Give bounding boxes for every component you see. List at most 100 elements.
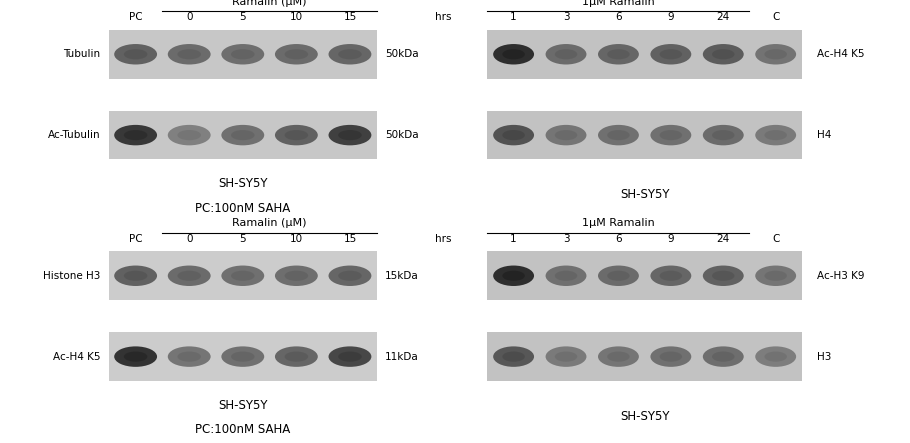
Ellipse shape	[607, 130, 630, 140]
Ellipse shape	[502, 351, 525, 362]
Ellipse shape	[339, 49, 362, 59]
Ellipse shape	[124, 351, 147, 362]
Ellipse shape	[177, 271, 201, 281]
Ellipse shape	[177, 351, 201, 362]
Ellipse shape	[546, 346, 586, 367]
Text: SH-SY5Y: SH-SY5Y	[218, 399, 268, 412]
Ellipse shape	[598, 44, 639, 65]
Ellipse shape	[167, 44, 210, 65]
Ellipse shape	[755, 125, 796, 145]
Ellipse shape	[167, 346, 210, 367]
Ellipse shape	[124, 271, 147, 281]
Text: hrs: hrs	[435, 12, 451, 22]
Ellipse shape	[167, 265, 210, 286]
Ellipse shape	[651, 125, 692, 145]
Ellipse shape	[124, 130, 147, 140]
Text: H4: H4	[816, 130, 831, 140]
Ellipse shape	[555, 130, 577, 140]
Text: 50kDa: 50kDa	[385, 130, 419, 140]
Text: 11kDa: 11kDa	[385, 352, 419, 361]
Ellipse shape	[231, 351, 255, 362]
Ellipse shape	[493, 125, 534, 145]
Ellipse shape	[177, 130, 201, 140]
Ellipse shape	[114, 44, 157, 65]
Ellipse shape	[555, 271, 577, 281]
Ellipse shape	[703, 346, 743, 367]
Ellipse shape	[285, 271, 308, 281]
Ellipse shape	[660, 351, 682, 362]
Text: 5: 5	[239, 12, 246, 22]
Text: Histone H3: Histone H3	[43, 271, 100, 281]
Ellipse shape	[607, 271, 630, 281]
Ellipse shape	[755, 346, 796, 367]
Bar	[109, 332, 377, 381]
Ellipse shape	[660, 271, 682, 281]
Text: PC: PC	[129, 234, 143, 244]
Ellipse shape	[764, 49, 787, 59]
Text: PC: PC	[129, 12, 143, 22]
Text: 1μM Ramalin: 1μM Ramalin	[582, 0, 655, 7]
Text: 24: 24	[717, 234, 730, 244]
Text: Ac-Tubulin: Ac-Tubulin	[48, 130, 100, 140]
Text: Ac-H4 K5: Ac-H4 K5	[816, 49, 864, 59]
Ellipse shape	[712, 271, 734, 281]
Ellipse shape	[764, 130, 787, 140]
Ellipse shape	[555, 351, 577, 362]
Text: SH-SY5Y: SH-SY5Y	[218, 177, 268, 190]
Ellipse shape	[703, 44, 743, 65]
Text: Tubulin: Tubulin	[64, 49, 100, 59]
Ellipse shape	[275, 125, 318, 145]
Ellipse shape	[598, 265, 639, 286]
Ellipse shape	[598, 125, 639, 145]
Bar	[109, 252, 377, 300]
Ellipse shape	[555, 49, 577, 59]
Text: H3: H3	[816, 352, 831, 361]
Bar	[488, 30, 802, 79]
Ellipse shape	[703, 265, 743, 286]
Ellipse shape	[231, 271, 255, 281]
Text: 1: 1	[511, 12, 517, 22]
Text: C: C	[772, 12, 779, 22]
Ellipse shape	[546, 125, 586, 145]
Ellipse shape	[502, 49, 525, 59]
Text: 0: 0	[186, 234, 192, 244]
Text: 1: 1	[511, 234, 517, 244]
Ellipse shape	[339, 351, 362, 362]
Ellipse shape	[167, 125, 210, 145]
Ellipse shape	[764, 271, 787, 281]
Ellipse shape	[221, 44, 264, 65]
Bar	[488, 252, 802, 300]
Ellipse shape	[275, 265, 318, 286]
Text: PC:100nM SAHA: PC:100nM SAHA	[195, 202, 290, 215]
Ellipse shape	[651, 265, 692, 286]
Ellipse shape	[546, 44, 586, 65]
Text: 15: 15	[343, 234, 357, 244]
Ellipse shape	[607, 351, 630, 362]
Ellipse shape	[114, 346, 157, 367]
Text: PC:100nM SAHA: PC:100nM SAHA	[195, 423, 290, 436]
Text: C: C	[772, 234, 779, 244]
Text: 9: 9	[668, 234, 674, 244]
Ellipse shape	[275, 346, 318, 367]
Ellipse shape	[502, 271, 525, 281]
Ellipse shape	[114, 125, 157, 145]
Ellipse shape	[231, 49, 255, 59]
Ellipse shape	[660, 49, 682, 59]
Ellipse shape	[651, 44, 692, 65]
Ellipse shape	[755, 265, 796, 286]
Bar	[109, 30, 377, 79]
Ellipse shape	[285, 130, 308, 140]
Text: 10: 10	[289, 12, 303, 22]
Ellipse shape	[177, 49, 201, 59]
Bar	[488, 332, 802, 381]
Text: 50kDa: 50kDa	[385, 49, 419, 59]
Ellipse shape	[607, 49, 630, 59]
Text: Ramalin (μM): Ramalin (μM)	[232, 0, 307, 7]
Text: 15kDa: 15kDa	[385, 271, 419, 281]
Text: 1μM Ramalin: 1μM Ramalin	[582, 218, 655, 228]
Text: Ac-H4 K5: Ac-H4 K5	[53, 352, 100, 361]
Text: 9: 9	[668, 12, 674, 22]
Ellipse shape	[502, 130, 525, 140]
Ellipse shape	[329, 265, 371, 286]
Text: 15: 15	[343, 12, 357, 22]
